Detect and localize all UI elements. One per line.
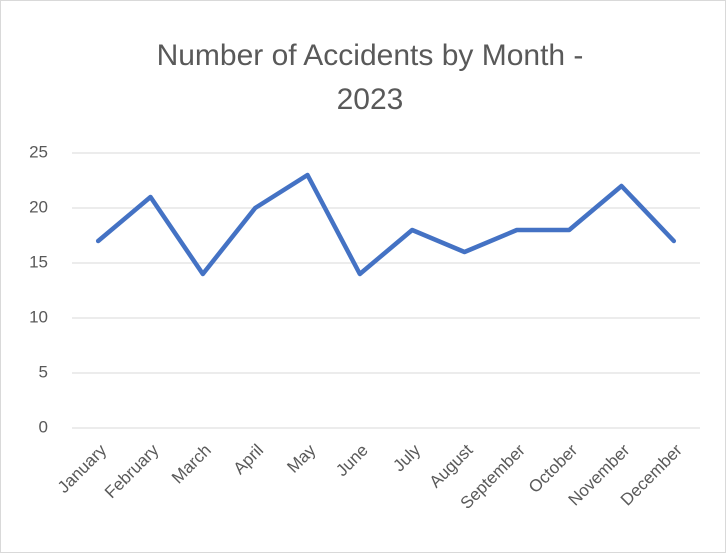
chart-title: Number of Accidents by Month - 2023	[156, 39, 584, 116]
y-tick-label: 5	[39, 362, 48, 381]
y-tick-label: 15	[29, 252, 48, 271]
y-tick-label: 0	[39, 417, 48, 436]
y-tick-label: 20	[29, 197, 48, 216]
line-series	[95, 172, 677, 277]
y-tick-label: 10	[29, 307, 48, 326]
y-tick-label: 25	[29, 142, 48, 161]
